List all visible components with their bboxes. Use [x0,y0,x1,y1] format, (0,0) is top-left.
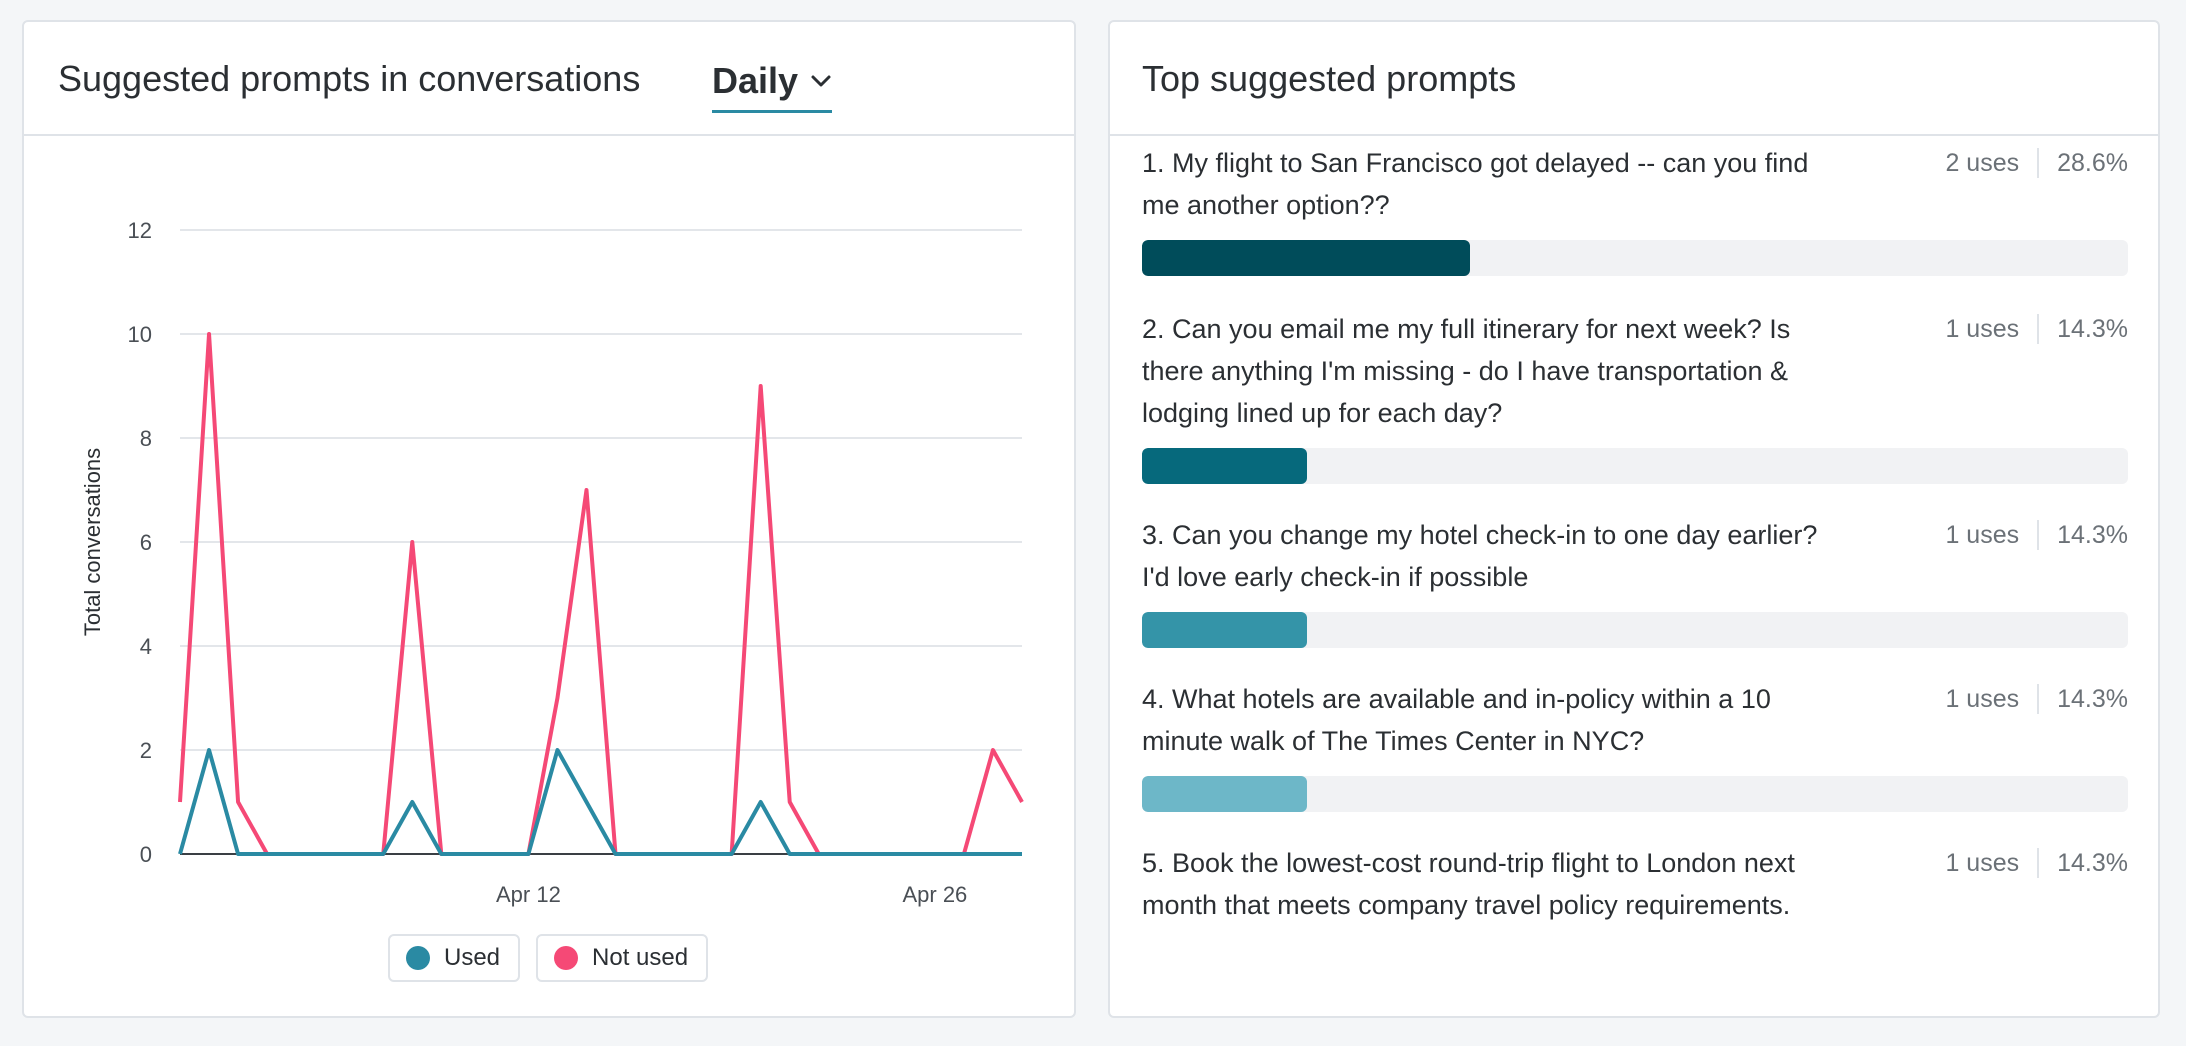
prompt-item[interactable]: 4. What hotels are available and in-poli… [1142,678,2128,842]
top-prompts-panel: Top suggested prompts 1. My flight to Sa… [1108,20,2160,1018]
usage-bar-track [1142,448,2128,484]
prompt-stats: 1 uses 14.3% [1945,678,2128,720]
y-tick-label: 2 [140,738,152,763]
prompt-text: 2. Can you email me my full itinerary fo… [1142,314,1791,428]
panel-header: Top suggested prompts [1110,22,2158,136]
prompt-percent: 14.3% [2057,520,2128,549]
prompt-item[interactable]: 3. Can you change my hotel check-in to o… [1142,514,2128,678]
legend-item-not-used[interactable]: Not used [536,934,709,982]
usage-bar-fill [1142,240,1471,276]
chart-legend: Used Not used [388,934,709,982]
usage-bar-track [1142,240,2128,276]
prompt-percent: 14.3% [2057,314,2128,343]
stat-divider [2037,684,2040,714]
prompt-percent: 14.3% [2057,848,2128,877]
prompt-text: 3. Can you change my hotel check-in to o… [1142,520,1818,592]
usage-bar-track [1142,776,2128,812]
y-tick-label: 8 [140,426,152,451]
legend-item-used[interactable]: Used [388,934,521,982]
prompt-uses: 1 uses [1945,684,2020,713]
usage-bar-fill [1142,448,1307,484]
prompt-uses: 2 uses [1945,148,2020,177]
prompt-text: 5. Book the lowest-cost round-trip fligh… [1142,848,1795,920]
suggested-prompts-panel: Suggested prompts in conversations Daily… [22,20,1076,1018]
period-dropdown[interactable]: Daily [712,56,833,113]
x-tick-label: Apr 12 [496,882,561,907]
y-axis-label: Total conversations [80,448,105,636]
prompt-stats: 1 uses 14.3% [1945,514,2128,556]
line-chart: 0 2 4 6 8 10 12 Apr 12 Apr 26 Total conversations [80,218,1024,907]
panel-title: Suggested prompts in conversations [58,58,641,99]
prompt-stats: 2 uses 28.6% [1945,142,2128,184]
y-tick-label: 6 [140,530,152,555]
prompt-text: 4. What hotels are available and in-poli… [1142,684,1771,756]
prompt-uses: 1 uses [1945,848,2020,877]
period-dropdown-label: Daily [712,60,799,101]
prompt-uses: 1 uses [1945,314,2020,343]
prompt-percent: 14.3% [2057,684,2128,713]
not-used-swatch-icon [554,946,579,970]
y-tick-label: 4 [140,634,152,659]
usage-bar-fill [1142,776,1307,812]
series-line-used [178,748,1022,856]
y-tick-label: 0 [140,842,152,867]
prompt-uses: 1 uses [1945,520,2020,549]
usage-bar-track [1142,612,2128,648]
x-tick-label: Apr 26 [902,882,967,907]
used-swatch-icon [406,946,430,970]
series-line-not-used [178,332,1024,856]
stat-divider [2037,520,2040,550]
prompt-percent: 28.6% [2057,148,2128,177]
y-tick-label: 12 [128,218,152,243]
legend-label-used: Used [444,944,501,971]
y-tick-label: 10 [128,322,152,347]
prompt-list: 1. My flight to San Francisco got delaye… [1142,142,2128,972]
prompt-item[interactable]: 5. Book the lowest-cost round-trip fligh… [1142,842,2128,972]
panel-title: Top suggested prompts [1142,58,1517,99]
stat-divider [2037,314,2040,344]
usage-bar-fill [1142,612,1307,648]
stat-divider [2037,148,2040,178]
chevron-down-icon [810,74,832,88]
prompt-item[interactable]: 1. My flight to San Francisco got delaye… [1142,142,2128,308]
prompt-item[interactable]: 2. Can you email me my full itinerary fo… [1142,308,2128,514]
legend-label-not-used: Not used [592,944,689,971]
stat-divider [2037,848,2040,878]
panel-header: Suggested prompts in conversations Daily [24,22,1074,136]
prompt-text: 1. My flight to San Francisco got delaye… [1142,148,1809,220]
prompt-stats: 1 uses 14.3% [1945,308,2128,350]
prompt-stats: 1 uses 14.3% [1945,842,2128,884]
